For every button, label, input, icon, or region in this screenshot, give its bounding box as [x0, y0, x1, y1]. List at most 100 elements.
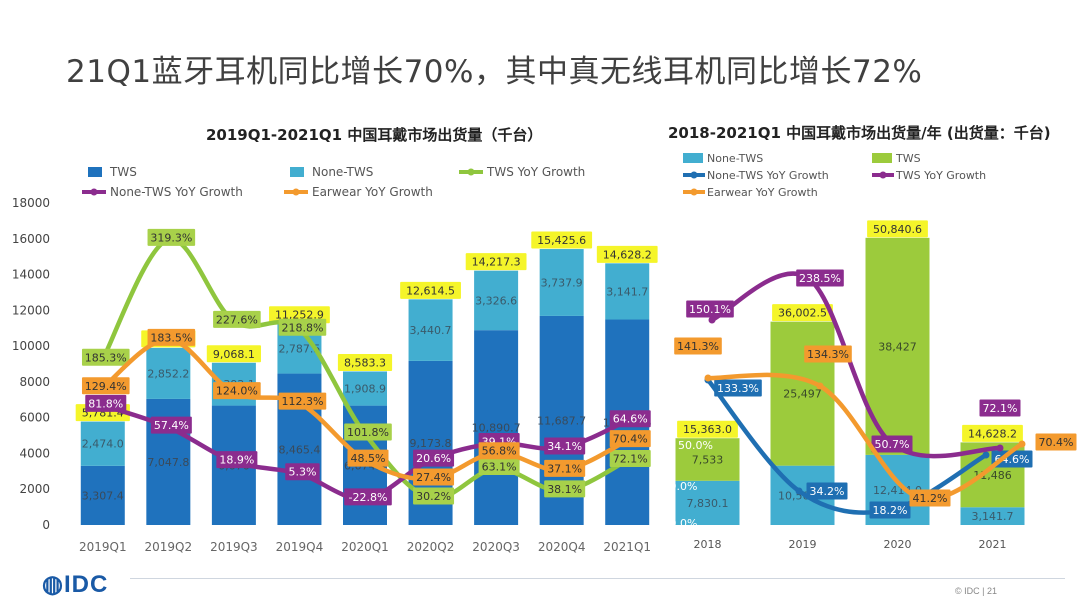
total-label: 11,252.9	[275, 309, 324, 322]
x-tick-label: 2019Q4	[276, 540, 324, 554]
earwear-yoy-line-label: 141.3%	[677, 340, 719, 353]
tws-yoy-line-label: 38.1%	[547, 483, 582, 496]
x-tick-label: 2019Q3	[210, 540, 258, 554]
y-tick-label: 10000	[12, 339, 50, 353]
legend-swatch	[872, 153, 892, 163]
earwear-yoy-line-label: 37.1%	[547, 462, 582, 475]
none-tws-yoy-line-label-bg	[869, 501, 911, 519]
tws-yoy-line-label: 227.6%	[216, 313, 258, 326]
tws-yoy-line-label-bg	[609, 450, 651, 468]
tws-yoy-line-label-bg	[544, 480, 586, 498]
none-tws-bar	[675, 480, 740, 525]
tws-yoy-line-label-bg	[796, 269, 844, 287]
earwear-yoy-line-label-bg	[347, 449, 389, 467]
legend-label: Earwear YoY Growth	[707, 186, 818, 199]
total-label: 9,068.1	[213, 348, 255, 361]
tws-yoy-line-label-bg	[344, 423, 392, 441]
total-label-bg	[772, 304, 833, 322]
none-tws-value-label: 2,787.5	[278, 343, 320, 356]
tws-yoy-line-label: 238.5%	[799, 272, 841, 285]
earwear-yoy-line-label-bg	[609, 430, 651, 448]
x-tick-label: 2020Q2	[407, 540, 455, 554]
legend-label: None-TWS YoY Growth	[707, 169, 829, 182]
legend-swatch-point	[879, 171, 887, 179]
copyright-text: © IDC	[955, 586, 980, 596]
none-tws-bar	[539, 249, 584, 316]
legend-swatch	[290, 167, 304, 177]
tws-yoy-line-label-bg	[478, 458, 520, 476]
tws-value-label: 9,173.8	[410, 437, 452, 450]
none-tws-yoy-line-label: 81.8%	[88, 397, 123, 410]
total-label: 50,840.6	[873, 223, 922, 236]
footer-copyright: © IDC | 21	[955, 586, 997, 596]
earwear-yoy-line-label-bg	[81, 377, 130, 395]
footer-divider	[130, 578, 1065, 579]
tws-yoy-line-label: 63.1%	[482, 461, 517, 474]
tws-value-label: 25,497	[783, 388, 822, 401]
tws-value-label: 38,427	[878, 340, 917, 353]
left-chart-title: 2019Q1-2021Q1 中国耳戴市场出货量（千台）	[206, 126, 543, 144]
y-tick-label: 8000	[19, 375, 50, 389]
y-tick-label: 12000	[12, 303, 50, 317]
tws-yoy-line	[710, 271, 1001, 459]
none-tws-bar	[474, 270, 519, 331]
none-tws-yoy-line-label-bg	[609, 410, 651, 428]
earwear-yoy-line-label: 112.3%	[281, 395, 323, 408]
total-label: 14,628.2	[603, 248, 652, 261]
earwear-yoy-line-label-bg	[1035, 433, 1077, 451]
legend-label: None-TWS	[312, 165, 373, 179]
earwear-yoy-line-label-bg	[544, 459, 586, 477]
none-tws-yoy-line-label-bg	[806, 482, 848, 500]
idc-logo-icon: ◍	[42, 571, 64, 598]
earwear-yoy-line-point	[816, 382, 824, 390]
none-tws-yoy-line-label-bg	[216, 451, 258, 469]
total-label-bg	[596, 245, 658, 263]
tws-value-label: 7,047.8	[147, 456, 189, 469]
x-tick-label: 2019Q2	[145, 540, 193, 554]
tws-value-label: 8,465.4	[278, 443, 320, 456]
none-tws-value-label: 2,852.2	[147, 367, 189, 380]
none-tws-yoy-line-label: 5.3%	[288, 466, 316, 479]
earwear-yoy-line-label: 56.8%	[482, 445, 517, 458]
earwear-yoy-line-label: 70.4%	[613, 433, 648, 446]
y-tick-label: 0	[42, 518, 50, 532]
earwear-yoy-line-label: 129.4%	[85, 380, 127, 393]
total-label: 8,583.3	[344, 356, 386, 369]
tws-yoy-line-label-bg	[81, 348, 130, 366]
tws-bar	[675, 438, 740, 481]
tws-yoy-line-label: 30.2%	[416, 490, 451, 503]
total-label-bg	[531, 231, 593, 249]
none-tws-value-label: 3,141.7	[606, 285, 648, 298]
none-tws-yoy-line-point	[982, 451, 990, 459]
tws-yoy-line-label: 50.7%	[875, 438, 910, 451]
legend-swatch-point	[467, 168, 475, 176]
earwear-yoy-line	[707, 372, 1024, 502]
none-tws-yoy-line-label: 133.3%	[717, 382, 759, 395]
tws-yoy-line-label: 150.1%	[689, 303, 731, 316]
earwear-yoy-line-label-bg	[478, 442, 520, 460]
none-tws-yoy-line-label: -22.8%	[349, 491, 388, 504]
tws-value-label: 3,307.4	[82, 489, 124, 502]
total-label-bg	[206, 345, 261, 363]
tws-yoy-line-label-bg	[686, 300, 734, 318]
earwear-yoy-line-label: 134.3%	[807, 348, 849, 361]
none-tws-yoy-line	[706, 378, 988, 515]
earwear-yoy-line-point	[704, 374, 712, 382]
earwear-yoy-line-label: 183.5%	[150, 331, 192, 344]
none-tws-yoy-line-label-bg	[150, 416, 192, 434]
total-label: 15,363.0	[683, 423, 732, 436]
tws-yoy-line-label: 185.3%	[85, 351, 127, 364]
legend-label: None-TWS	[707, 152, 763, 165]
none-tws-value-label: 3,737.9	[541, 276, 583, 289]
earwear-yoy-line-label-bg	[674, 337, 722, 355]
tws-yoy-line-label: 319.3%	[150, 231, 192, 244]
total-label-bg	[867, 220, 928, 238]
none-tws-value-label: 2,474.0	[82, 438, 124, 451]
none-tws-bar	[408, 299, 453, 361]
legend-label: Earwear YoY Growth	[312, 185, 433, 199]
tws-yoy-line-label-bg	[871, 435, 913, 453]
total-label: 14,628.2	[968, 427, 1017, 440]
none-tws-value-label: 3,440.7	[410, 324, 452, 337]
legend-swatch-point	[690, 188, 698, 196]
legend-swatch	[683, 153, 703, 163]
